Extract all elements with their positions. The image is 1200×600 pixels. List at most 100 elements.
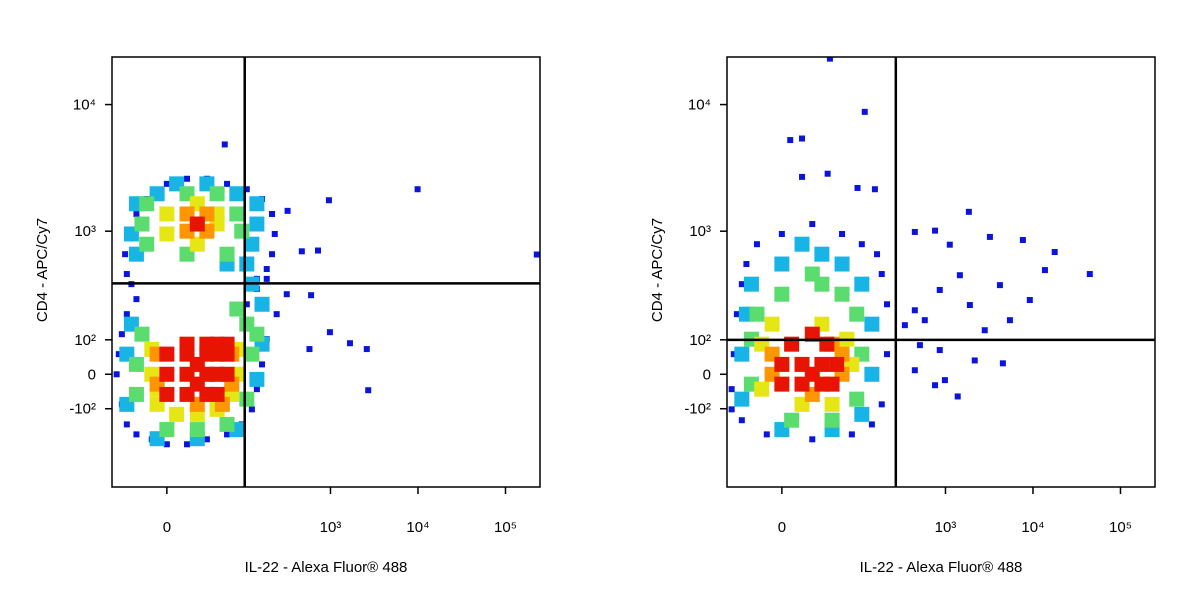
event-dot <box>123 421 130 428</box>
event-dot <box>884 301 891 308</box>
event-dot <box>1026 297 1033 304</box>
event-dot <box>123 271 130 278</box>
event-dot <box>1019 237 1026 244</box>
event-dot <box>414 186 421 193</box>
event-dot <box>784 412 800 428</box>
event-dot <box>219 366 235 382</box>
event-dot <box>219 416 235 432</box>
plot-frame <box>111 56 541 488</box>
event-dot <box>249 371 265 387</box>
event-dot <box>871 186 878 193</box>
event-dot <box>234 223 250 239</box>
event-dot <box>133 296 140 303</box>
event-dot <box>981 327 988 334</box>
event-dot <box>363 346 370 353</box>
event-dot <box>1006 317 1013 324</box>
y-tick-label: 10³ <box>689 223 711 240</box>
event-dot <box>189 236 205 252</box>
x-tick-label: 10⁵ <box>1109 519 1132 536</box>
event-dot <box>249 196 265 212</box>
y-tick-label: 10² <box>689 332 711 349</box>
y-tick-label: 0 <box>88 366 96 383</box>
event-dot <box>778 230 785 237</box>
event-dot <box>794 236 810 252</box>
event-dot <box>936 347 943 354</box>
event-dot <box>804 366 820 382</box>
event-dot <box>189 216 205 232</box>
event-dot <box>824 412 840 428</box>
event-dot <box>189 422 205 438</box>
event-dot <box>219 336 235 352</box>
event-dot <box>325 197 332 204</box>
event-dot <box>878 401 885 408</box>
y-axis-label: CD4 - APC/Cy7 <box>34 218 51 322</box>
event-dot <box>911 367 918 374</box>
event-dot <box>159 386 175 402</box>
event-dot <box>809 436 816 443</box>
event-dot <box>965 208 972 215</box>
event-dot <box>239 256 255 272</box>
plot-frame <box>726 56 1156 488</box>
event-dot <box>996 282 1003 289</box>
x-tick-label: 10⁵ <box>494 519 517 536</box>
event-dot <box>159 422 175 438</box>
event-dot <box>916 342 923 349</box>
event-dot <box>743 276 759 292</box>
event-dot <box>799 135 806 142</box>
event-dot <box>753 241 760 248</box>
event-dot <box>184 175 191 182</box>
event-dot <box>229 301 245 317</box>
event-dot <box>326 329 333 336</box>
event-dot <box>219 246 235 262</box>
event-dot <box>139 236 155 252</box>
x-tick-label: 0 <box>163 519 171 536</box>
event-dot <box>864 366 880 382</box>
event-dot <box>123 311 130 318</box>
y-tick-label: -10² <box>69 401 96 418</box>
event-dot <box>730 351 737 358</box>
x-tick-label: 10⁴ <box>406 519 429 536</box>
event-dot <box>829 356 845 372</box>
event-dot <box>249 216 265 232</box>
event-dot <box>533 251 540 258</box>
event-dot <box>159 206 175 222</box>
event-dot <box>248 406 255 413</box>
event-dot <box>159 226 175 242</box>
event-dot <box>809 221 816 228</box>
event-dot <box>799 173 806 180</box>
event-dot <box>115 351 122 358</box>
event-dot <box>122 251 129 258</box>
event-dot <box>763 431 770 438</box>
event-dot <box>858 241 865 248</box>
event-dot <box>249 326 265 342</box>
event-dot <box>224 431 231 438</box>
event-dot <box>941 377 948 384</box>
x-axis-label: IL-22 - Alexa Fluor® 488 <box>245 559 408 576</box>
event-dot <box>159 366 175 382</box>
y-tick-label: 0 <box>703 366 711 383</box>
event-dot <box>749 306 765 322</box>
event-dot <box>271 230 278 237</box>
x-tick-label: 10⁴ <box>1021 519 1044 536</box>
event-dot <box>184 441 191 448</box>
event-dot <box>849 306 865 322</box>
event-dot <box>221 141 228 148</box>
y-tick-label: -10² <box>684 401 711 418</box>
event-dot <box>139 196 155 212</box>
event-dot <box>814 246 830 262</box>
event-dot <box>738 281 745 288</box>
event-dot <box>901 322 908 329</box>
event-dot <box>179 336 195 352</box>
event-dot <box>209 186 225 202</box>
event-dot <box>728 406 735 413</box>
event-dot <box>118 331 125 338</box>
event-dot <box>189 356 205 372</box>
event-dot <box>209 386 225 402</box>
event-dot <box>306 346 313 353</box>
event-dot <box>259 361 266 368</box>
event-dot <box>971 357 978 364</box>
plot: 0 10³ 10⁴ 10⁵ -10² 0 10² 10³ 10⁴ IL-22 - Alexa Fl… <box>649 56 1156 576</box>
event-dot <box>804 326 820 342</box>
event-dot <box>128 356 144 372</box>
